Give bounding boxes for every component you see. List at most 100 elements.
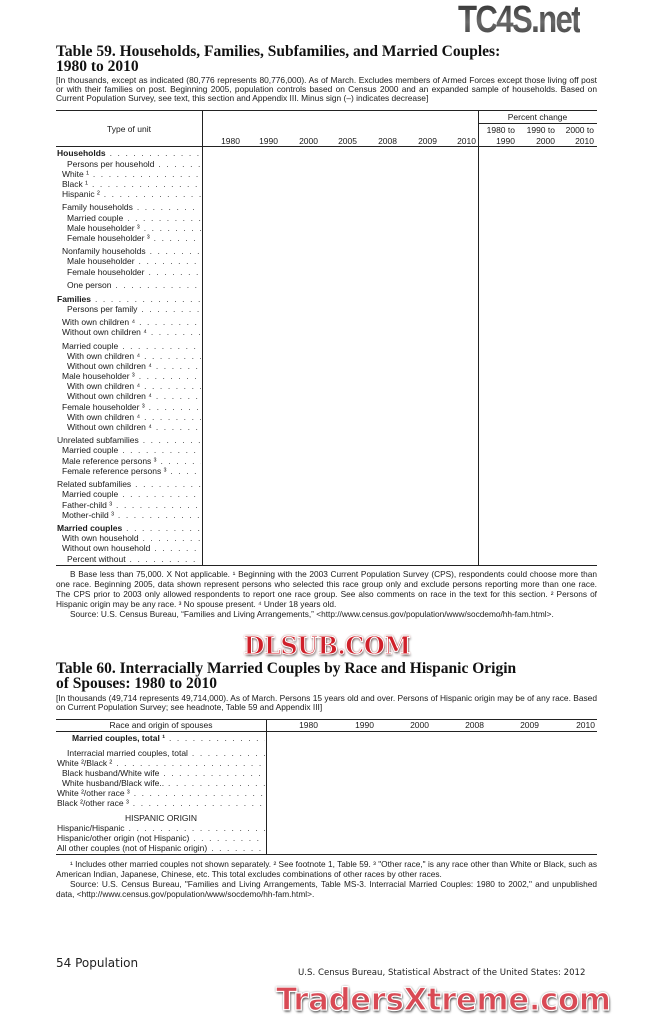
row-label-text: Without own children ⁴: [67, 391, 152, 402]
row-label-text: Married couple: [67, 212, 124, 223]
row-label-text: Hispanic ²: [62, 188, 100, 199]
row-label: Married couple . . . . . . . . . . . . .…: [57, 445, 201, 455]
row-label-text: Percent without: [67, 553, 126, 564]
row-label-text: Family households: [62, 202, 133, 213]
row-label-text: Female reference persons ³: [62, 465, 167, 476]
row-label: White ²/Black ² . . . . . . . . . . . . …: [57, 758, 265, 768]
dot-leader: . . . . . . . . . . . . . . . . . . . . …: [128, 823, 265, 833]
table60-header-rule: [56, 731, 597, 732]
dot-leader: . . . . . . . . . . . . . . . . . . . . …: [127, 212, 201, 223]
row-label: Married couple . . . . . . . . . . . . .…: [57, 213, 201, 223]
row-label: Mother-child ³ . . . . . . . . . . . . .…: [57, 510, 201, 520]
row-label: All other couples (not of Hispanic origi…: [57, 843, 265, 853]
row-label-text: Father-child ³: [62, 499, 113, 510]
row-label-text: With own children ⁴: [67, 350, 141, 361]
row-label-text: White ¹: [62, 168, 89, 179]
dot-leader: . . . . . . . . . . . . . . . . . . . . …: [103, 188, 201, 199]
row-label-text: White husband/Black wife..: [62, 778, 165, 788]
row-label-text: Without own children ⁴: [67, 421, 152, 432]
tc4s-watermark-logo: TC4S.net: [458, 0, 582, 41]
dot-leader: . . . . . . . . . . . . . . . . . . . . …: [143, 222, 201, 233]
row-label-text: Married couples: [57, 523, 123, 534]
row-label: Female reference persons ³ . . . . . . .…: [57, 466, 201, 476]
dot-leader: . . . . . . . . . . . . . . . . . . . . …: [138, 371, 201, 382]
dot-leader: . . . . . . . . . . . . . . . . . . . . …: [122, 340, 201, 351]
row-label: Male householder . . . . . . . . . . . .…: [57, 256, 201, 266]
row-label-text: With own children ⁴: [62, 317, 136, 328]
table59-title-line1: Table 59. Households, Families, Subfamil…: [56, 43, 501, 60]
year-header: 2009: [520, 720, 539, 730]
row-label: Without own children ⁴ . . . . . . . . .…: [57, 391, 201, 401]
dot-leader: . . . . . . . . . . . . . . . . . . . . …: [148, 266, 201, 277]
row-label-text: Married couple: [62, 340, 119, 351]
row-label-text: Hispanic/other origin (not Hispanic): [57, 833, 190, 843]
table60-stub-header: Race and origin of spouses: [109, 720, 213, 730]
dot-leader: . . . . . . . . . . . . . . . . . . . . …: [150, 327, 201, 338]
row-label: Father-child ³ . . . . . . . . . . . . .…: [57, 500, 201, 510]
year-header: 1980: [221, 136, 240, 146]
dot-leader: . . . . . . . . . . . . . . . . . . . . …: [163, 768, 265, 778]
dot-leader: . . . . . . . . . . . . . . . . . . . . …: [126, 523, 201, 534]
dot-leader: . . . . . . . . . . . . . . . . . . . . …: [116, 758, 265, 768]
row-label-text: Married couple: [62, 445, 119, 456]
dot-leader: . . . . . . . . . . . . . . . . . . . . …: [91, 178, 201, 189]
row-label-text: Related subfamilies: [57, 479, 132, 490]
row-label-text: All other couples (not of Hispanic origi…: [57, 843, 208, 853]
year-header: 2000: [410, 720, 429, 730]
row-label: Male householder ³ . . . . . . . . . . .…: [57, 223, 201, 233]
row-label-text: Hispanic/Hispanic: [57, 823, 125, 833]
table59-source: Source: U.S. Census Bureau, “Families an…: [70, 609, 554, 619]
row-label: Families . . . . . . . . . . . . . . . .…: [57, 294, 201, 304]
dot-leader: . . . . . . . . . . . . . . . . . . . . …: [154, 543, 201, 554]
percent-period-header-line1: 1990 to: [526, 125, 555, 135]
row-label: Persons per household . . . . . . . . . …: [57, 159, 201, 169]
row-label: Black ¹ . . . . . . . . . . . . . . . . …: [57, 179, 201, 189]
row-label: Persons per family . . . . . . . . . . .…: [57, 304, 201, 314]
row-label-text: Female householder: [67, 266, 145, 277]
dot-leader: . . . . . . . . . . . . . . . . . . . . …: [169, 733, 265, 743]
row-label-text: White ²/other race ³: [57, 788, 130, 798]
dot-leader: . . . . . . . . . . . . . . . . . . . . …: [138, 256, 201, 267]
year-header: 2008: [465, 720, 484, 730]
row-label: Married couple . . . . . . . . . . . . .…: [57, 341, 201, 351]
row-label: White ¹ . . . . . . . . . . . . . . . . …: [57, 169, 201, 179]
row-label: Without own household . . . . . . . . . …: [57, 543, 201, 553]
row-label: Male householder ³ . . . . . . . . . . .…: [57, 371, 201, 381]
table60-title-line2: of Spouses: 1980 to 2010: [56, 675, 218, 692]
dot-leader: . . . . . . . . . . . . . . . . . . . . …: [149, 246, 201, 257]
dot-leader: . . . . . . . . . . . . . . . . . . . . …: [211, 843, 265, 853]
table59-footnote: B Base less than 75,000. X Not applicabl…: [56, 569, 597, 609]
percent-period-header-line1: 2000 to: [565, 125, 594, 135]
row-label: Female householder ³ . . . . . . . . . .…: [57, 233, 201, 243]
year-header: 2008: [378, 136, 397, 146]
row-label: Married couples, total ¹ . . . . . . . .…: [57, 733, 265, 743]
row-label-text: With own household: [62, 533, 139, 544]
row-label: Black husband/White wife . . . . . . . .…: [57, 768, 265, 778]
dlsub-watermark-logo: DLSUB.COM: [243, 631, 411, 660]
table59-footnotes: B Base less than 75,000. X Not applicabl…: [56, 569, 597, 619]
row-label: White ²/other race ³ . . . . . . . . . .…: [57, 788, 265, 798]
dot-leader: . . . . . . . . . . . . . . . . . . . . …: [136, 202, 201, 213]
row-label-text: Households: [57, 148, 106, 159]
row-label-text: One person: [67, 280, 112, 290]
year-header: 2010: [457, 136, 476, 146]
row-label-text: With own children ⁴: [67, 381, 141, 392]
table60-bottom-rule: [56, 854, 597, 855]
dot-leader: . . . . . . . . . . . . . . . . . . . . …: [122, 445, 201, 456]
row-label: With own children ⁴ . . . . . . . . . . …: [57, 351, 201, 361]
dot-leader: . . . . . . . . . . . . . . . . . . . . …: [170, 465, 201, 476]
table60-top-rule: [56, 719, 597, 720]
row-label: Female householder . . . . . . . . . . .…: [57, 267, 201, 277]
dot-leader: . . . . . . . . . . . . . . . . . . . . …: [142, 435, 201, 446]
table60-title-line1: Table 60. Interracially Married Couples …: [56, 660, 517, 677]
row-label-text: Male householder ³: [62, 371, 135, 382]
dot-leader: . . . . . . . . . . . . . . . . . . . . …: [155, 391, 201, 402]
row-label: Married couple . . . . . . . . . . . . .…: [57, 489, 201, 499]
row-label-text: With own children ⁴: [67, 411, 141, 422]
tradersxtreme-watermark-logo: TradersXtreme.com: [275, 981, 611, 1018]
page-number-section: 54 Population: [56, 956, 139, 970]
table60-stub-divider: [266, 719, 267, 854]
year-header: 2005: [338, 136, 357, 146]
section-heading: HISPANIC ORIGIN: [124, 813, 198, 823]
